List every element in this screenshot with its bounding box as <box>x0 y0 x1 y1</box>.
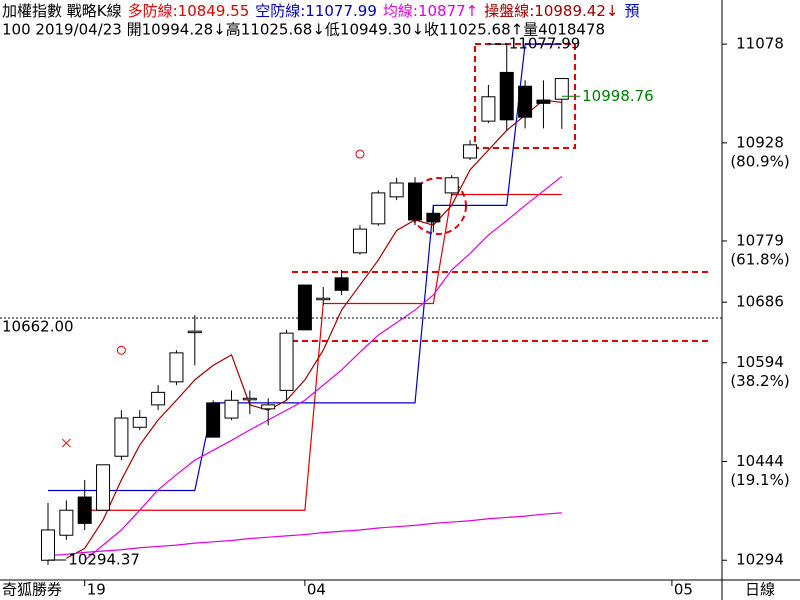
y-tick-label: 10444 <box>736 452 784 470</box>
candle-body <box>261 404 276 410</box>
candle-body <box>408 182 422 221</box>
line-series <box>48 43 562 492</box>
header-title: 加權指數 戰略K線 <box>2 2 122 20</box>
candle-body <box>59 509 74 536</box>
header: 加權指數 戰略K線 多防線:10849.55 空防線:11077.99 均線:1087… <box>2 2 639 20</box>
candle-body <box>114 417 129 457</box>
candle-body <box>206 402 221 438</box>
y-tick-label: 10294 <box>736 551 784 569</box>
candle-body <box>151 391 166 406</box>
annotation: 10294.37 <box>68 551 140 569</box>
plot <box>41 43 569 565</box>
y-tick-label: 10686 <box>736 293 784 311</box>
annotation: 10662.00 <box>2 317 74 335</box>
candle-body <box>242 397 257 401</box>
y-tick-label: 11078 <box>736 35 784 53</box>
annotation: 11077.99 <box>509 35 581 53</box>
candle-body <box>518 85 533 118</box>
y-tick-label: 10594 <box>736 353 784 371</box>
legend-entry: 多防線:10849.55 <box>128 2 250 20</box>
header-tail: 預 <box>624 2 639 20</box>
candle-body <box>224 399 239 419</box>
candle-body <box>41 529 55 561</box>
candle-body <box>77 496 92 524</box>
candle-body <box>463 144 478 159</box>
candle-body <box>499 71 514 121</box>
y-tick-sublabel: (80.9%) <box>730 152 789 170</box>
candle-body <box>426 212 441 223</box>
footer-right: 日線 <box>745 581 775 599</box>
candle-body <box>444 177 459 194</box>
y-tick-sublabel: (38.2%) <box>730 372 789 390</box>
subtitle: 100 2019/04/23 開10994.28↓高11025.68↓低1094… <box>2 21 605 39</box>
candle-body <box>536 99 551 104</box>
legend-entry: 操盤線:10989.42↓ <box>484 2 618 20</box>
legend-entry: 空防線:11077.99 <box>255 2 377 20</box>
annotation: 10998.76 <box>582 87 654 105</box>
signal <box>116 345 126 355</box>
candle-body <box>96 464 111 511</box>
line-series <box>66 99 562 559</box>
candle-body <box>389 182 404 198</box>
y-tick-label: 10779 <box>736 231 784 249</box>
line-series <box>47 512 562 557</box>
candle-body <box>334 277 349 291</box>
y-tick-label: 10928 <box>736 133 784 151</box>
y-tick-sublabel: (61.8%) <box>730 250 789 268</box>
x-tick-label: 04 <box>307 581 326 599</box>
candle-body <box>187 330 202 334</box>
signal <box>355 149 365 159</box>
signal <box>61 438 71 448</box>
candle-body <box>297 284 312 331</box>
candle-body <box>279 332 294 391</box>
footer-left: 奇狐勝券 <box>2 581 62 599</box>
candle-body <box>371 192 386 225</box>
candle-body <box>481 96 496 122</box>
candle-body <box>316 297 331 301</box>
legend-entry: 均線:10877↑ <box>383 2 478 20</box>
candle-body <box>352 228 367 254</box>
candle-body <box>169 352 184 383</box>
x-tick-label: 05 <box>674 581 693 599</box>
line-series <box>84 175 563 561</box>
x-tick-label: 19 <box>87 581 106 599</box>
candle-body <box>132 416 147 428</box>
y-tick-sublabel: (19.1%) <box>730 471 789 489</box>
candle-body <box>554 78 569 100</box>
